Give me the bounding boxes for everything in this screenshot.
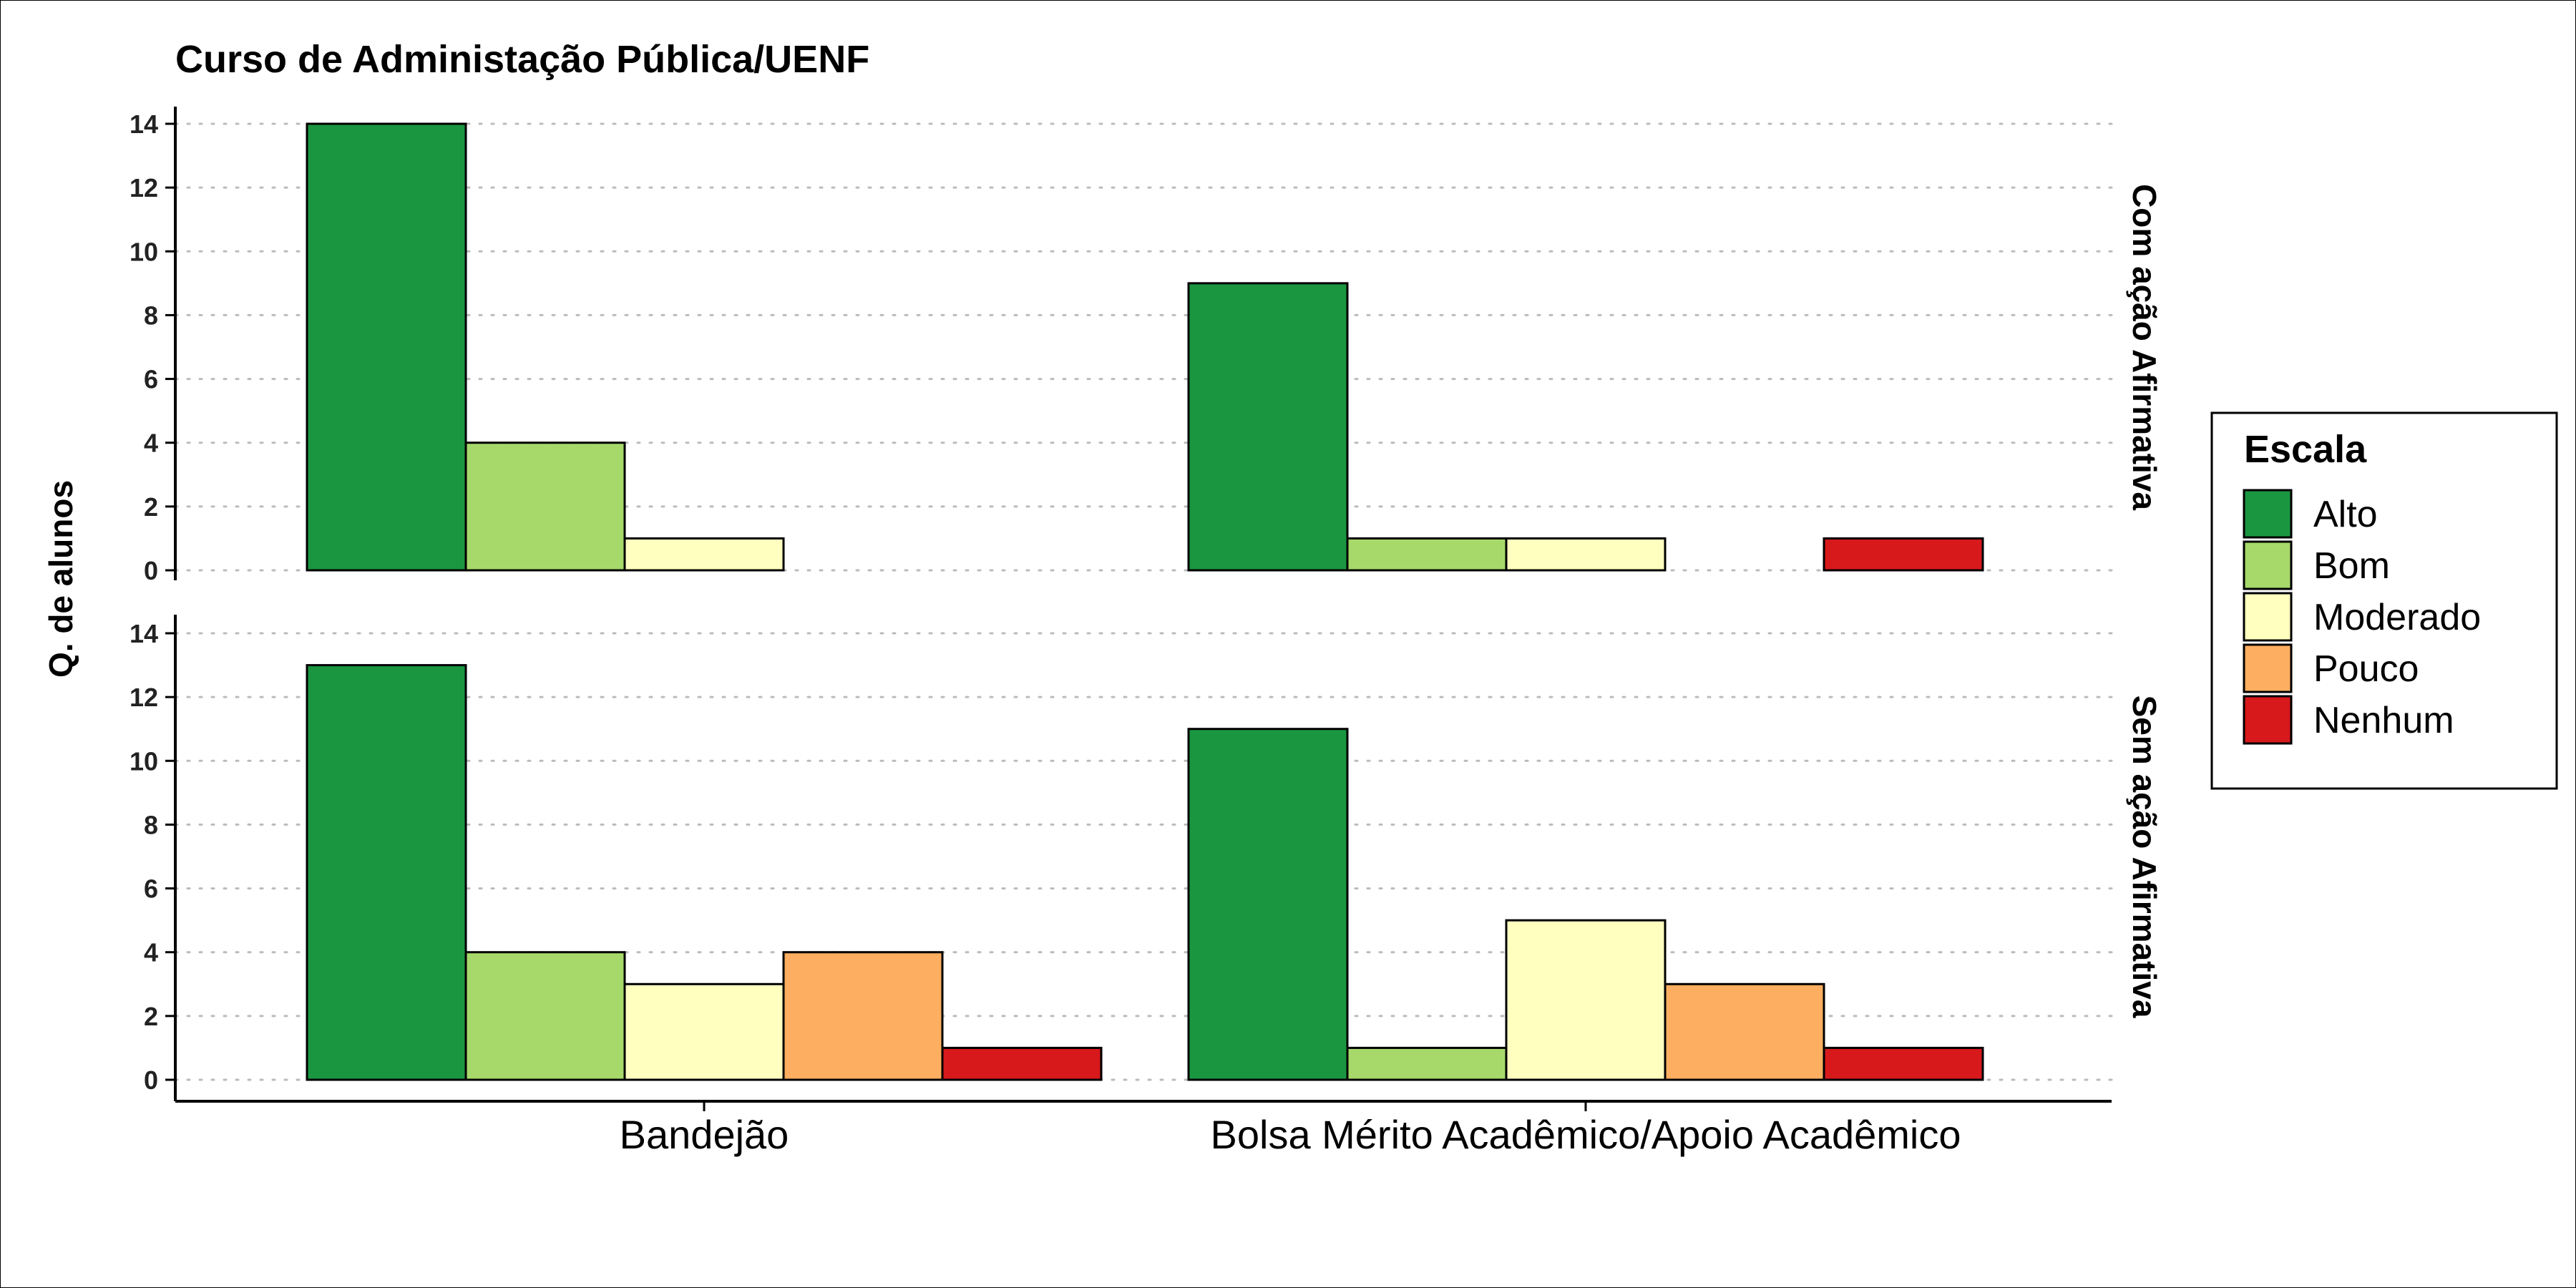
bar-nenhum-1 — [941, 1046, 1103, 1081]
x-tick-label: Bandejão — [620, 1112, 789, 1157]
bar-moderado-2 — [1505, 537, 1667, 572]
facet-panel-1: 0 2 4 6 8 10 12 14 Com ação Afirmativa — [130, 107, 2163, 585]
legend-label-moderado: Moderado — [2313, 597, 2481, 638]
legend-swatch-alto — [2243, 489, 2293, 539]
y-tick-label: 2 — [144, 492, 158, 522]
legend-swatch-moderado — [2243, 592, 2293, 642]
y-tick-label: 12 — [130, 173, 158, 203]
bar-bom-1 — [464, 951, 626, 1081]
y-tick-label: 14 — [130, 109, 158, 139]
bar-alto-1 — [306, 122, 467, 572]
facet-strip-label: Sem ação Afirmativa — [2126, 696, 2163, 1018]
y-tick-label: 2 — [144, 1002, 158, 1031]
y-tick-label: 10 — [130, 746, 158, 776]
bar-nenhum-2 — [1823, 537, 1984, 572]
bar-pouco-1 — [782, 951, 944, 1081]
y-tick-label: 0 — [144, 1065, 158, 1095]
legend-swatch-nenhum — [2243, 695, 2293, 745]
bar-bom-2 — [1346, 537, 1508, 572]
legend-label-alto: Alto — [2313, 494, 2378, 535]
legend: Escala Alto Bom Moderado Pouco Nenhum — [2210, 411, 2558, 790]
facet-strip-label: Com ação Afirmativa — [2126, 184, 2163, 510]
bar-alto-2 — [1187, 728, 1349, 1081]
y-tick-label: 8 — [144, 810, 158, 839]
y-axis-label: Q. de alunos — [42, 480, 79, 678]
legend-swatch-bom — [2243, 540, 2293, 590]
x-tick-label: Bolsa Mérito Acadêmico/Apoio Acadêmico — [1211, 1112, 1961, 1157]
y-tick-label: 0 — [144, 556, 158, 585]
facet-panels: 0 2 4 6 8 10 12 14 Com ação Afirmativa 0 2 4 6 8 10 12 1… — [130, 107, 2163, 1101]
y-tick-label: 10 — [130, 237, 158, 266]
bar-moderado-2 — [1505, 919, 1667, 1081]
bar-moderado-1 — [623, 982, 785, 1081]
legend-label-pouco: Pouco — [2313, 648, 2419, 690]
bar-bom-2 — [1346, 1046, 1508, 1081]
y-tick-label: 6 — [144, 874, 158, 904]
bar-nenhum-2 — [1823, 1046, 1984, 1081]
bar-bom-1 — [464, 441, 626, 572]
bar-alto-1 — [306, 664, 467, 1081]
facet-panel-2: 0 2 4 6 8 10 12 14 Sem ação Afirmativa — [130, 615, 2163, 1101]
y-tick-label: 12 — [130, 683, 158, 712]
legend-label-nenhum: Nenhum — [2313, 700, 2454, 741]
y-tick-label: 8 — [144, 301, 158, 330]
y-tick-label: 4 — [144, 429, 158, 458]
y-tick-label: 14 — [130, 619, 158, 648]
bar-pouco-2 — [1664, 982, 1825, 1081]
legend-title: Escala — [2244, 428, 2367, 471]
chart-title: Curso de Administação Pública/UENF — [175, 38, 869, 81]
bar-alto-2 — [1187, 282, 1349, 572]
y-tick-label: 4 — [144, 938, 158, 967]
legend-swatch-pouco — [2243, 643, 2293, 693]
bar-moderado-1 — [623, 537, 785, 572]
x-axis: Bandejão Bolsa Mérito Acadêmico/Apoio Aca… — [175, 1100, 2112, 1157]
legend-items: Alto Bom Moderado Pouco Nenhum — [2243, 489, 2481, 745]
legend-label-bom: Bom — [2313, 545, 2390, 587]
y-tick-label: 6 — [144, 365, 158, 394]
